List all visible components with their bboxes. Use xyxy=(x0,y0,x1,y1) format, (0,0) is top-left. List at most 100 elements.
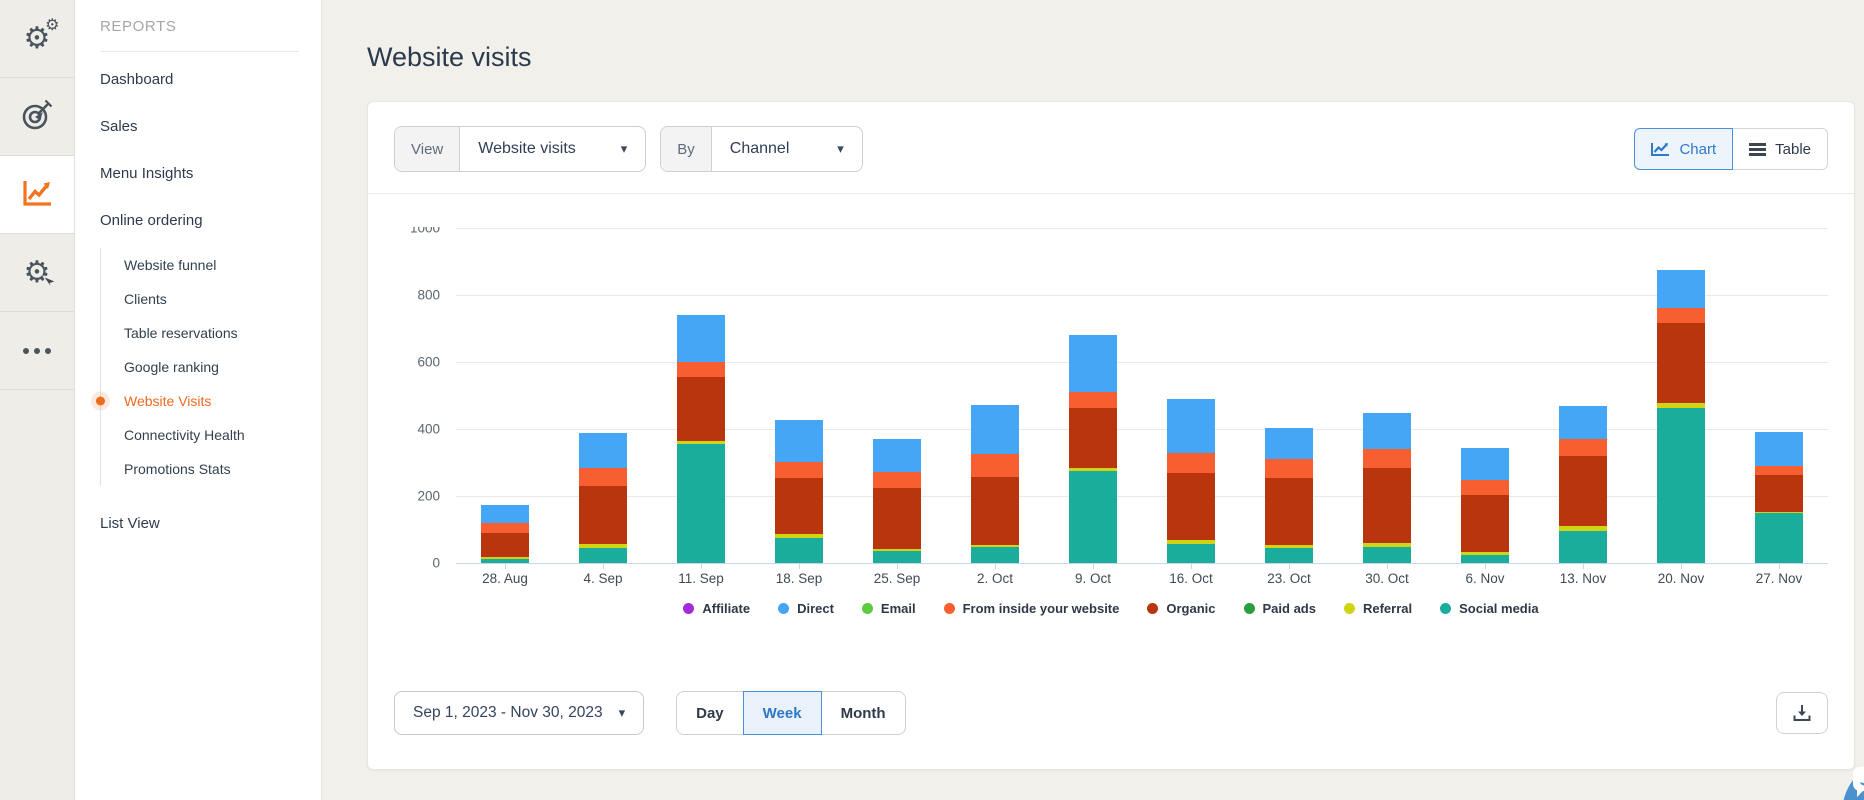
bar-segment-direct xyxy=(481,504,529,523)
chart-legend: Affiliate Direct Email From inside your web… xyxy=(368,592,1854,635)
period-button-week[interactable]: Week xyxy=(742,691,822,735)
x-tick-label: 11. Sep xyxy=(678,571,724,586)
x-axis-tick xyxy=(1191,564,1192,569)
bar-segment-organic xyxy=(1755,474,1803,512)
view-select-label: View xyxy=(395,127,461,171)
date-range-select[interactable]: Sep 1, 2023 - Nov 30, 2023 ▾ xyxy=(394,691,645,735)
filter-selects: View Website visits ▾ By Channel ▾ xyxy=(394,126,863,172)
legend-item-organic[interactable]: Organic xyxy=(1147,601,1216,616)
x-tick-label: 13. Nov xyxy=(1559,571,1607,586)
sidebar-item-menu-insights[interactable]: Menu Insights xyxy=(100,165,194,182)
bar-18-sep xyxy=(775,419,823,563)
rail-item-more[interactable] xyxy=(0,312,74,390)
x-tick-label: 16. Oct xyxy=(1169,571,1213,586)
legend-item-paid-ads[interactable]: Paid ads xyxy=(1243,601,1316,616)
bar-segment-social-media xyxy=(1657,408,1705,563)
sidebar-bottom-items: List View xyxy=(75,500,321,547)
legend-item-direct[interactable]: Direct xyxy=(778,601,834,616)
bar-2-oct xyxy=(971,404,1019,563)
table-tab-button[interactable]: Table xyxy=(1733,128,1828,170)
period-button-month[interactable]: Month xyxy=(820,691,906,735)
bar-segment-organic xyxy=(775,477,823,534)
sidebar-subitem-website-funnel[interactable]: Website funnel xyxy=(124,257,217,273)
rail-item-settings[interactable]: ⚙ ⚙ xyxy=(0,0,74,78)
chat-bubble-icon xyxy=(1853,767,1864,797)
x-tick-label: 2. Oct xyxy=(976,571,1014,586)
bar-segment-social-media xyxy=(1461,554,1509,563)
legend-label: Email xyxy=(880,601,916,616)
sidebar-divider xyxy=(100,51,299,52)
report-card: View Website visits ▾ By Channel ▾ xyxy=(367,101,1855,770)
legend-item-referral[interactable]: Referral xyxy=(1343,601,1412,616)
card-footer: Sep 1, 2023 - Nov 30, 2023 ▾ Day Week Mont… xyxy=(368,635,1854,769)
bar-4-sep xyxy=(579,433,627,563)
legend-dot xyxy=(1343,603,1355,614)
legend-dot xyxy=(778,603,790,614)
bar-segment-from-inside-your-website xyxy=(677,362,725,378)
bar-segment-referral xyxy=(1559,526,1607,531)
bar-segment-referral xyxy=(1167,539,1215,544)
gridline-1000 xyxy=(456,228,1828,229)
period-button-day[interactable]: Day xyxy=(676,691,744,735)
bar-segment-organic xyxy=(481,532,529,557)
y-tick-label: 400 xyxy=(417,421,440,437)
rail-item-reports[interactable] xyxy=(0,156,74,234)
main-content: Website visits View Website visits ▾ By … xyxy=(322,0,1864,800)
bar-segment-social-media xyxy=(1559,530,1607,563)
chart-tab-button[interactable]: Chart xyxy=(1634,128,1734,170)
bar-segment-organic xyxy=(971,476,1019,546)
bar-segment-direct xyxy=(775,419,823,462)
sidebar-item-list-view[interactable]: List View xyxy=(100,515,160,532)
sidebar-subitem-promotions-stats[interactable]: Promotions Stats xyxy=(124,461,231,477)
bar-segment-organic xyxy=(1559,456,1607,527)
sidebar-subitem-clients[interactable]: Clients xyxy=(124,291,167,307)
bar-segment-direct xyxy=(873,439,921,472)
legend-dot xyxy=(1147,603,1159,614)
bar-segment-organic xyxy=(1167,472,1215,540)
bar-segment-social-media xyxy=(1363,546,1411,563)
bar-segment-social-media xyxy=(1069,470,1117,563)
bar-segment-social-media xyxy=(1755,513,1803,563)
bar-segment-organic xyxy=(677,377,725,442)
sidebar-item-dashboard[interactable]: Dashboard xyxy=(100,71,174,88)
legend-item-affiliate[interactable]: Affiliate xyxy=(683,601,750,616)
by-select[interactable]: By Channel ▾ xyxy=(660,126,863,172)
bar-segment-direct xyxy=(1265,428,1313,460)
legend-label: Direct xyxy=(797,601,834,616)
bar-segment-social-media xyxy=(579,547,627,563)
sidebar-subitem-connectivity-health[interactable]: Connectivity Health xyxy=(124,427,245,443)
sidebar-subitem-website-visits[interactable]: Website Visits xyxy=(101,384,321,418)
sidebar-item-online-ordering[interactable]: Online ordering xyxy=(100,212,203,229)
chevron-down-icon: ▾ xyxy=(620,141,628,156)
bar-segment-social-media xyxy=(873,550,921,563)
bar-segment-from-inside-your-website xyxy=(1461,479,1509,495)
x-axis-tick xyxy=(1681,564,1682,569)
bar-segment-referral xyxy=(775,533,823,539)
sidebar-item-sales[interactable]: Sales xyxy=(100,118,138,135)
bar-segment-from-inside-your-website xyxy=(1363,449,1411,468)
bar-segment-social-media xyxy=(481,558,529,563)
bar-segment-referral xyxy=(481,556,529,559)
rail-item-goals[interactable] xyxy=(0,78,74,156)
bar-segment-from-inside-your-website xyxy=(1755,465,1803,475)
bar-segment-from-inside-your-website xyxy=(1069,391,1117,408)
bar-segment-organic xyxy=(579,485,627,544)
legend-item-email[interactable]: Email xyxy=(861,601,916,616)
bar-20-nov xyxy=(1657,269,1705,563)
bar-segment-organic xyxy=(1461,495,1509,552)
legend-item-from-inside-your-website[interactable]: From inside your website xyxy=(943,601,1119,616)
x-tick-label: 6. Nov xyxy=(1465,571,1505,586)
sidebar-subitem-google-ranking[interactable]: Google ranking xyxy=(124,359,219,375)
rail-item-automation[interactable]: ⚙ xyxy=(0,234,74,312)
bar-segment-organic xyxy=(1657,323,1705,404)
chart-icon xyxy=(1651,142,1670,156)
bar-segment-direct xyxy=(1657,269,1705,309)
bar-segment-referral xyxy=(677,441,725,445)
sidebar-subitem-table-reservations[interactable]: Table reservations xyxy=(124,325,238,341)
x-tick-label: 4. Sep xyxy=(583,571,623,586)
bar-segment-direct xyxy=(579,433,627,468)
view-select[interactable]: View Website visits ▾ xyxy=(394,126,647,172)
download-button[interactable] xyxy=(1776,692,1828,734)
x-tick-label: 23. Oct xyxy=(1267,571,1311,586)
legend-item-social-media[interactable]: Social media xyxy=(1440,601,1539,616)
